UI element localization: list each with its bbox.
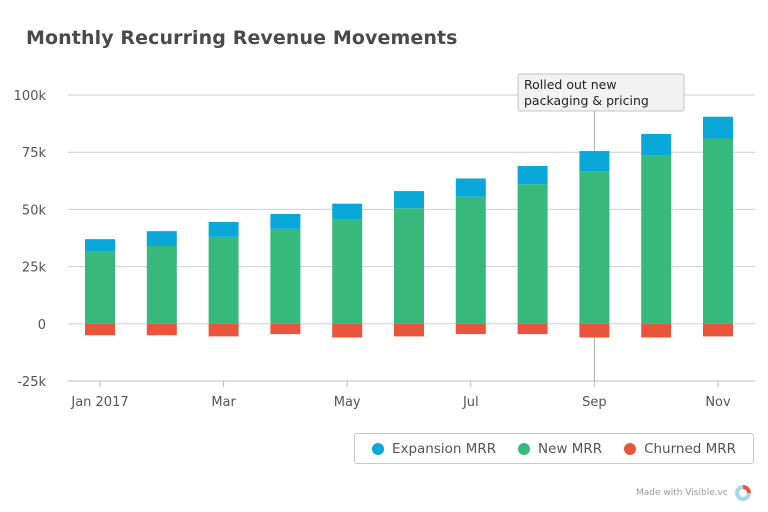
y-tick-label: -25k [17, 375, 46, 390]
legend-marker [518, 442, 531, 455]
legend-item[interactable]: Churned MRR [624, 441, 736, 457]
visible-logo-icon [734, 485, 751, 501]
bar-expansion-mrr[interactable] [332, 203, 363, 220]
bar-expansion-mrr[interactable] [703, 116, 733, 139]
bar-new-mrr[interactable] [579, 171, 610, 324]
credit: Made with Visible.vc [636, 483, 753, 503]
bar-churned-mrr[interactable] [332, 323, 363, 338]
bar-new-mrr[interactable] [641, 155, 672, 324]
y-tick-label: 0 [38, 318, 46, 333]
legend-label: Expansion MRR [391, 440, 497, 457]
bar-churned-mrr[interactable] [146, 323, 177, 336]
x-tick-label: May [334, 395, 361, 410]
legend-item[interactable]: New MRR [518, 441, 602, 457]
bar-new-mrr[interactable] [85, 251, 115, 324]
bar-expansion-mrr[interactable] [641, 133, 672, 156]
axis-layer: -25k 0 25k 50k 75k 100k Jan 2017 Mar May Jul Sep No… [14, 89, 731, 410]
bar-churned-mrr[interactable] [394, 323, 424, 337]
bar-new-mrr[interactable] [455, 196, 486, 324]
annotation-box [517, 73, 685, 112]
y-tick-label: 50k [22, 203, 47, 218]
bar-expansion-mrr[interactable] [394, 191, 424, 209]
bar-expansion-mrr[interactable] [579, 151, 610, 172]
bar-new-mrr[interactable] [517, 184, 548, 324]
bar-expansion-mrr[interactable] [455, 178, 486, 197]
y-tick-label: 75k [22, 146, 47, 161]
x-tick-label: Sep [582, 395, 607, 410]
bar-churned-mrr[interactable] [579, 323, 610, 338]
credit-text: Made with Visible.vc [636, 488, 728, 498]
bar-new-mrr[interactable] [208, 236, 239, 324]
bars-layer [85, 116, 733, 338]
bar-new-mrr[interactable] [270, 228, 301, 324]
legend-item[interactable]: Expansion MRR [371, 440, 497, 457]
bar-churned-mrr[interactable] [455, 323, 486, 335]
legend-label: New MRR [538, 440, 603, 457]
bar-churned-mrr[interactable] [517, 323, 548, 335]
x-tick-label: Jul [462, 395, 479, 410]
bar-expansion-mrr[interactable] [208, 221, 239, 237]
x-tick-label: Nov [705, 395, 731, 410]
chart-title: Monthly Recurring Revenue Movements [26, 27, 458, 49]
y-tick-label: 100k [14, 89, 47, 104]
bar-new-mrr[interactable] [394, 208, 424, 324]
bar-expansion-mrr[interactable] [146, 231, 177, 247]
annotation-text: packaging & pricing [524, 93, 649, 108]
legend-label: Churned MRR [644, 440, 737, 457]
x-tick-label: Mar [211, 395, 236, 410]
bar-new-mrr[interactable] [332, 219, 363, 324]
x-tick-label: Jan 2017 [70, 395, 128, 410]
bar-churned-mrr[interactable] [641, 323, 672, 338]
bar-churned-mrr[interactable] [208, 323, 239, 337]
bar-new-mrr[interactable] [146, 246, 177, 324]
annotation-text: Rolled out new [524, 77, 617, 92]
bar-churned-mrr[interactable] [703, 323, 733, 337]
bar-expansion-mrr[interactable] [517, 165, 548, 185]
y-tick-label: 25k [22, 261, 47, 276]
bar-expansion-mrr[interactable] [270, 213, 301, 229]
legend-marker [624, 442, 637, 455]
legend-marker [371, 442, 384, 455]
legend: Expansion MRR New MRR Churned MRR [354, 433, 754, 464]
bar-expansion-mrr[interactable] [85, 239, 115, 252]
bar-churned-mrr[interactable] [85, 323, 115, 336]
bar-churned-mrr[interactable] [270, 323, 301, 335]
bar-new-mrr[interactable] [703, 138, 733, 324]
